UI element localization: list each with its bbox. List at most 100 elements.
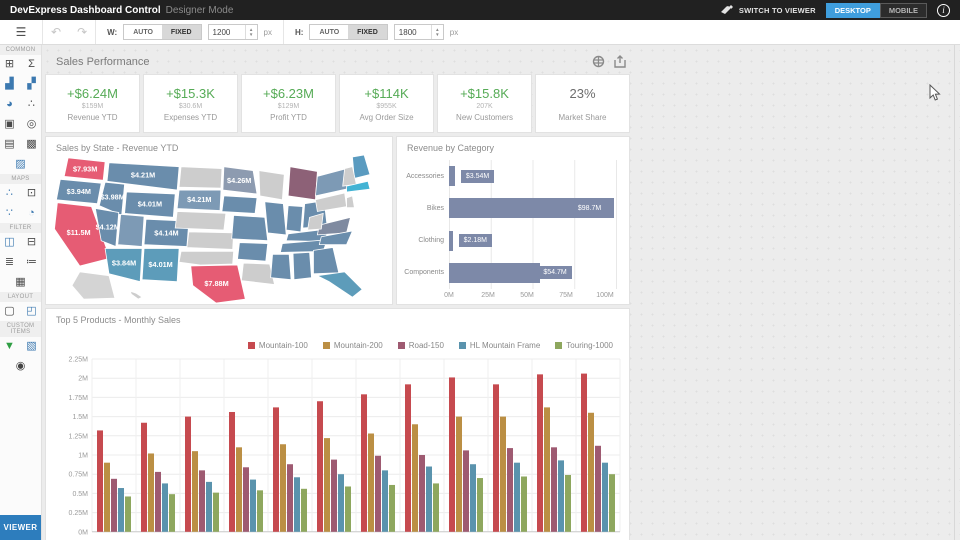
bubble-map-icon[interactable]: ∵: [6, 207, 13, 219]
bar-mountain-200: [192, 451, 198, 532]
category-chart: Accessories Bikes Clothing Components $3.54…: [397, 153, 629, 304]
bar-hl-mountain-frame: [250, 479, 256, 532]
geo-point-map-icon[interactable]: ∴: [6, 187, 13, 199]
scatter-chart-icon[interactable]: ∴: [28, 98, 35, 110]
date-filter-icon[interactable]: ▦: [15, 276, 26, 288]
map-state-value-label: $7.88M: [204, 279, 228, 288]
text-box-icon[interactable]: ▤: [4, 138, 15, 150]
list-box-icon[interactable]: ≣: [4, 256, 15, 268]
toolbox-section-label: FILTER: [0, 223, 41, 233]
combo-box-icon[interactable]: ⊟: [26, 236, 37, 248]
mobile-button[interactable]: MOBILE: [879, 2, 927, 18]
choropleth-map-icon[interactable]: ⊡: [26, 187, 37, 199]
category-bar-track: $98.7M: [449, 192, 616, 224]
height-group: H: AUTO FIXED ▲▼ px: [284, 24, 469, 40]
design-surface[interactable]: Sales Performance +$6.24M $159M Revenue YT…: [42, 45, 960, 540]
map-state-AK: [71, 271, 116, 300]
map-state-MS: [270, 253, 292, 281]
bar-mountain-200: [500, 416, 506, 532]
height-input[interactable]: [394, 25, 431, 39]
width-input[interactable]: [208, 25, 245, 39]
bar-mountain-100: [493, 384, 499, 532]
map-state-value-label: $3.98M: [100, 192, 124, 201]
bar-road-150: [155, 471, 161, 532]
width-spinner[interactable]: ▲ ▼: [244, 25, 257, 39]
height-fixed-button[interactable]: FIXED: [348, 25, 387, 39]
map-state-MA: [346, 180, 371, 193]
category-x-tick: 50M: [520, 292, 534, 299]
tree-view-icon[interactable]: ≔: [26, 256, 37, 268]
range-filter-icon[interactable]: ◫: [4, 236, 15, 248]
kpi-subvalue: $30.6M: [178, 102, 203, 110]
bar-mountain-200: [324, 438, 330, 532]
image-icon[interactable]: ▩: [26, 138, 37, 150]
category-bar-track: $3.54M: [449, 160, 616, 192]
map-state-GA: [313, 247, 340, 275]
web-page-icon[interactable]: ▧: [26, 340, 37, 352]
category-label: Accessories: [406, 172, 444, 180]
chart-icon[interactable]: ▟: [5, 78, 14, 90]
toolbox-grid: ∴ ⊡ ∵ ◔: [0, 184, 41, 223]
switch-to-viewer-button[interactable]: SWITCH TO VIEWER: [720, 5, 816, 15]
tab-container-icon[interactable]: ◰: [26, 305, 37, 317]
bound-image-icon[interactable]: ▨: [15, 158, 26, 170]
width-fixed-button[interactable]: FIXED: [161, 25, 201, 39]
bar-mountain-200: [104, 462, 110, 532]
y-axis-tick-label: 0.5M: [72, 491, 88, 498]
legend-swatch: [322, 342, 330, 349]
kpi-card[interactable]: 23% Market Share: [535, 74, 630, 133]
switch-to-viewer-label: SWITCH TO VIEWER: [738, 5, 816, 15]
surface-edge-divider: [954, 45, 955, 540]
bar-touring-1000: [477, 478, 483, 532]
height-spinner[interactable]: ▲ ▼: [430, 25, 443, 39]
kpi-card[interactable]: +$6.24M $159M Revenue YTD: [45, 74, 140, 133]
toolbox-section-label: CUSTOM ITEMS: [0, 321, 41, 337]
map-pin-icon[interactable]: ◉: [15, 360, 26, 372]
group-icon[interactable]: ▢: [4, 305, 15, 317]
category-label: Components: [404, 269, 444, 277]
cards-icon[interactable]: ▣: [4, 118, 15, 130]
kpi-card[interactable]: +$114K $955K Avg Order Size: [339, 74, 434, 133]
pie-icon[interactable]: ◕: [6, 98, 13, 110]
map-state-AZ: [104, 248, 143, 283]
kpi-card[interactable]: +$15.8K 207K New Customers: [437, 74, 532, 133]
menu-button[interactable]: ☰: [15, 25, 27, 39]
map-item[interactable]: Sales by State - Revenue YTD $7.93M $3.94…: [45, 136, 393, 305]
viewer-button[interactable]: VIEWER: [0, 515, 41, 540]
map-state-MI: [287, 166, 318, 201]
legend-label: Road-150: [408, 341, 444, 350]
undo-button[interactable]: ↶: [51, 25, 62, 39]
redo-button[interactable]: ↷: [77, 25, 88, 39]
legend-swatch: [397, 342, 405, 349]
pivot-icon[interactable]: Σ: [28, 58, 35, 70]
bar-hl-mountain-frame: [470, 464, 476, 532]
kpi-label: New Customers: [456, 112, 513, 122]
width-auto-button[interactable]: AUTO: [124, 25, 162, 39]
y-axis-tick-label: 1M: [78, 453, 88, 460]
kpi-card[interactable]: +$15.3K $30.6M Expenses YTD: [143, 74, 238, 133]
kpi-value: +$6.23M: [263, 85, 314, 101]
grid-icon[interactable]: ⊞: [4, 58, 15, 70]
map-state-value-label: $3.84M: [112, 259, 136, 268]
kpi-subvalue: $159M: [81, 102, 104, 110]
currency-globe-icon[interactable]: [592, 55, 605, 68]
height-auto-button[interactable]: AUTO: [310, 25, 349, 39]
desktop-button[interactable]: DESKTOP: [825, 2, 880, 18]
treemap-icon[interactable]: ▞: [27, 78, 36, 90]
bar-road-150: [507, 448, 513, 532]
info-button[interactable]: i: [937, 3, 950, 17]
funnel-icon[interactable]: ▼: [4, 340, 15, 352]
bar-mountain-100: [449, 377, 455, 532]
pie-map-icon[interactable]: ◔: [28, 207, 35, 219]
export-icon[interactable]: [614, 55, 626, 68]
map-state-NJ: [346, 195, 355, 208]
kpi-card[interactable]: +$6.23M $129M Profit YTD: [241, 74, 336, 133]
bar-touring-1000: [345, 486, 351, 532]
category-chart-item[interactable]: Revenue by Category Accessories Bikes Clot…: [396, 136, 630, 305]
bar-touring-1000: [213, 492, 219, 532]
monthly-chart-item[interactable]: Top 5 Products - Monthly Sales Mountain-…: [45, 308, 630, 540]
height-label: H:: [295, 27, 304, 37]
gauges-icon[interactable]: ◎: [26, 118, 37, 130]
y-axis-tick-label: 0M: [78, 529, 88, 536]
bar-hl-mountain-frame: [382, 470, 388, 532]
